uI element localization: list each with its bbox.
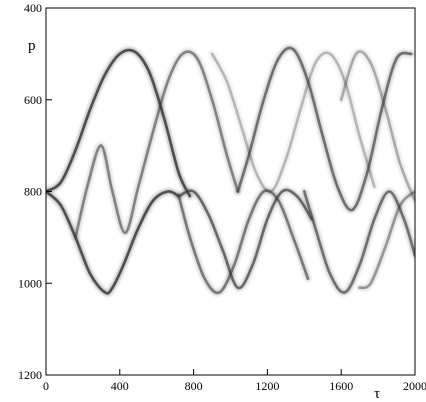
trace-8: [358, 190, 415, 290]
y-tick-labels: 400 600 800 1000 1200: [18, 1, 42, 382]
trace-2: [46, 190, 181, 295]
trace-halo-10: [338, 48, 415, 204]
x-tick-label-0: 0: [43, 379, 49, 393]
trace-3: [74, 50, 240, 239]
y-tick-label-400: 400: [24, 1, 42, 15]
y-tick-label-1000: 1000: [18, 276, 42, 290]
trace-1: [46, 48, 192, 198]
y-tick-label-800: 800: [24, 185, 42, 199]
x-tick-label-400: 400: [111, 379, 129, 393]
trace-6: [236, 46, 413, 212]
trace-10: [339, 50, 415, 202]
density-traces: [46, 44, 415, 297]
x-tick-label-1200: 1200: [255, 379, 279, 393]
y-axis-label: p: [28, 38, 36, 54]
y-tick-label-1200: 1200: [18, 368, 42, 382]
axis-ticks: [45, 7, 416, 376]
y-tick-label-600: 600: [24, 93, 42, 107]
trace-halo-8: [356, 188, 415, 291]
trace-4: [177, 188, 313, 290]
x-axis-label: τ: [374, 386, 380, 402]
x-tick-label-2000: 2000: [403, 379, 426, 393]
trace-5: [177, 189, 310, 295]
x-tick-labels: 0 400 800 1200 1600 2000: [43, 379, 426, 393]
x-tick-label-1600: 1600: [329, 379, 353, 393]
x-tick-label-800: 800: [185, 379, 203, 393]
